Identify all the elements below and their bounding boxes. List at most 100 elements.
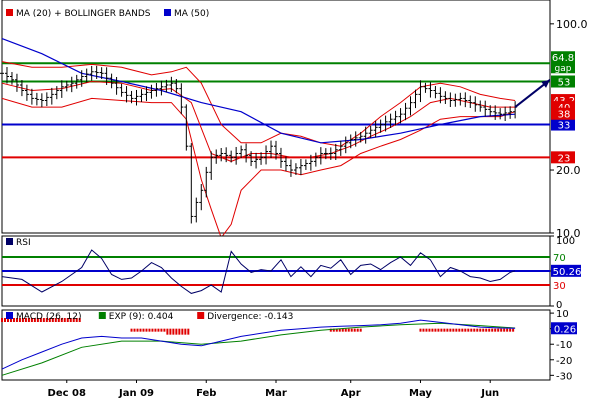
level-box-64.8 [551, 51, 575, 74]
divergence-bar [27, 318, 30, 322]
rsi-line [1, 249, 516, 294]
x-tick-label: Apr [341, 388, 361, 399]
divergence-bar [139, 328, 142, 332]
divergence-bar [66, 318, 69, 322]
divergence-bar [329, 328, 332, 332]
divergence-bar [437, 328, 440, 332]
divergence-bar [356, 328, 359, 332]
macd-legend-swatch-1 [98, 312, 106, 319]
divergence-bar [347, 328, 350, 332]
divergence-bar [506, 328, 509, 332]
divergence-bar [148, 328, 151, 332]
divergence-bar [470, 328, 473, 332]
rsi-y-tick-label: 0 [556, 300, 562, 311]
level-label-33: 33 [558, 121, 571, 132]
divergence-bar [133, 328, 136, 332]
projection-arrow-head [541, 79, 550, 88]
divergence-bar [488, 328, 491, 332]
divergence-bar [178, 328, 181, 335]
rsi-legend-label: RSI [16, 238, 31, 248]
divergence-bar [449, 328, 452, 332]
level-label-23: 23 [558, 153, 571, 164]
divergence-bar [479, 328, 482, 332]
macd-legend-swatch-2 [197, 312, 205, 319]
divergence-bar [78, 318, 81, 322]
divergence-bar [338, 328, 341, 332]
ma50-line [1, 38, 516, 144]
price-y-tick-label: 10.0 [556, 227, 581, 240]
divergence-bar [335, 328, 338, 332]
divergence-bar [24, 318, 27, 322]
divergence-bar [36, 318, 39, 322]
rsi-last-value: 50.26 [553, 267, 582, 278]
macd-legend-label-2: Divergence: -0.143 [207, 312, 293, 322]
macd-y-tick-label: 10 [556, 309, 569, 320]
divergence-bar [350, 328, 353, 332]
divergence-bar [12, 318, 15, 322]
rsi-y-tick-label: 100 [556, 236, 575, 247]
level-sublabel-64.8: gap [555, 64, 572, 74]
macd-legend-swatch-0 [6, 312, 13, 319]
divergence-bar [30, 318, 33, 322]
legend-swatch-0 [6, 9, 13, 16]
divergence-bar [491, 328, 494, 332]
macd-last-value-box [551, 322, 577, 335]
divergence-bar [142, 328, 145, 332]
divergence-bar [33, 318, 36, 322]
divergence-bar [42, 318, 45, 322]
macd-signal-line [1, 322, 516, 376]
macd-y-tick-label: -20 [556, 356, 572, 367]
divergence-bar [443, 328, 446, 332]
level-label-53: 53 [558, 78, 571, 89]
divergence-bar [461, 328, 464, 332]
divergence-bar [425, 328, 428, 332]
macd-legend-label-0: MACD (26, 12) [16, 312, 82, 322]
x-tick-label: Dec 08 [48, 388, 86, 399]
macd-line [1, 319, 516, 370]
divergence-bar [455, 328, 458, 332]
divergence-bar [446, 328, 449, 332]
divergence-bar [166, 328, 169, 335]
rsi-legend-swatch [6, 238, 13, 245]
divergence-bar [60, 318, 63, 322]
divergence-bar [6, 318, 9, 322]
rsi-last-value-box [551, 264, 581, 277]
divergence-bar [157, 328, 160, 332]
divergence-bar [51, 318, 54, 322]
divergence-bar [434, 328, 437, 332]
x-tick-label: Mar [265, 388, 287, 399]
divergence-bar [509, 328, 512, 332]
divergence-bar [184, 328, 187, 335]
divergence-bar [353, 328, 356, 332]
divergence-bar [39, 318, 42, 322]
divergence-bar [75, 318, 78, 322]
divergence-bar [332, 328, 335, 332]
last-value-label-2: 38 [558, 110, 571, 121]
divergence-bar [422, 328, 425, 332]
divergence-bar [458, 328, 461, 332]
divergence-bar [9, 318, 12, 322]
level-label-23-box [551, 151, 575, 164]
divergence-bar [464, 328, 467, 332]
last-value-label-2-box [551, 107, 575, 120]
divergence-bar [45, 318, 48, 322]
divergence-bar [172, 328, 175, 335]
macd-y-tick-label: -10 [556, 340, 572, 351]
macd-legend-label-1: EXP (9): 0.404 [109, 312, 174, 322]
price-y-tick-label: 100.0 [556, 18, 588, 31]
divergence-bar [160, 328, 163, 332]
divergence-bar [419, 328, 422, 332]
divergence-bar [63, 318, 66, 322]
divergence-bar [344, 328, 347, 332]
divergence-bar [440, 328, 443, 332]
divergence-bar [476, 328, 479, 332]
divergence-bar [175, 328, 178, 335]
divergence-bar [21, 318, 24, 322]
divergence-bar [500, 328, 503, 332]
rsi-level-label-70: 70 [553, 253, 566, 264]
x-tick-label: May [409, 388, 432, 399]
divergence-bar [136, 328, 139, 332]
divergence-bar [512, 328, 515, 332]
legend-label-0: MA (20) + BOLLINGER BANDS [16, 9, 151, 19]
